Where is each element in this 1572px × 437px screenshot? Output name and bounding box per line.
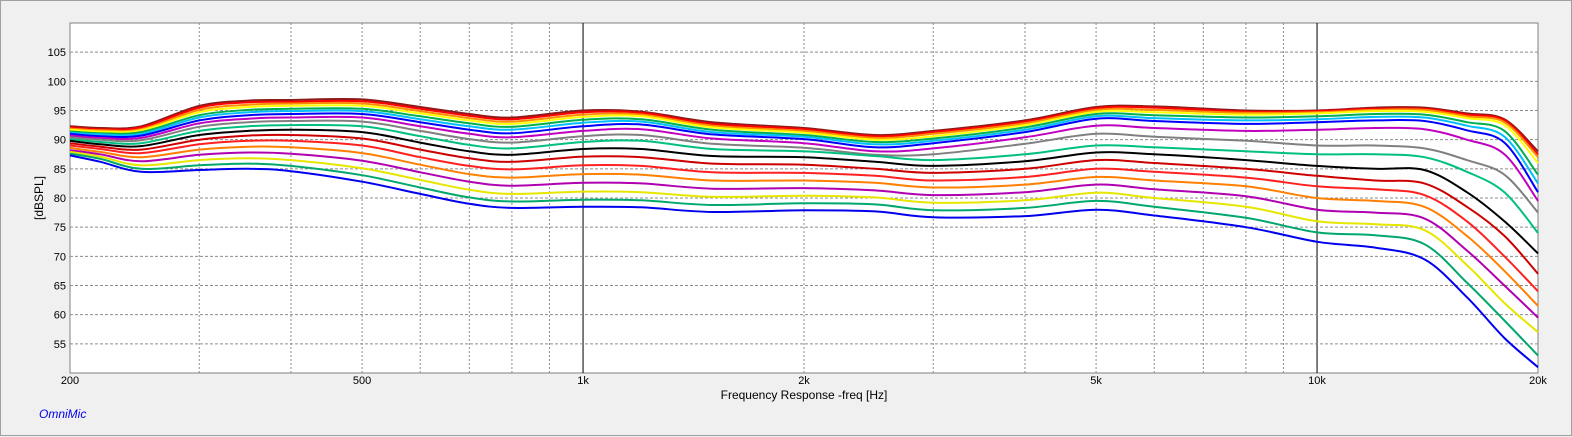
plot-area (69, 22, 1539, 374)
y-tick-label: 95 (54, 106, 66, 118)
series-line-11 (69, 128, 1539, 255)
series-line-7 (69, 112, 1539, 193)
x-tick-label: 500 (353, 375, 371, 387)
x-tick-label: 5k (1090, 375, 1102, 387)
series-line-17 (69, 152, 1539, 357)
y-tick-label: 60 (54, 310, 66, 322)
y-tick-label: 105 (48, 47, 66, 59)
brand-label: OmniMic (39, 407, 87, 421)
series-line-9 (69, 119, 1539, 214)
x-tick-label: 20k (1529, 375, 1547, 387)
y-tick-label: 65 (54, 281, 66, 293)
y-tick-label: 100 (48, 76, 66, 88)
x-tick-label: 200 (61, 375, 79, 387)
series-line-3 (69, 101, 1539, 158)
x-axis-label: Frequency Response -freq [Hz] (721, 388, 888, 402)
y-tick-label: 75 (54, 222, 66, 234)
y-axis-label: [dBSPL] (32, 176, 46, 220)
x-tick-label: 10k (1308, 375, 1326, 387)
series-line-18 (69, 154, 1539, 368)
series-line-8 (69, 115, 1539, 202)
y-tick-label: 85 (54, 164, 66, 176)
series-line-10 (69, 123, 1539, 234)
series-line-13 (69, 139, 1539, 292)
series-line-2 (69, 99, 1539, 156)
series-line-4 (69, 104, 1539, 164)
y-tick-label: 80 (54, 193, 66, 205)
y-tick-label: 90 (54, 135, 66, 147)
y-tick-label: 70 (54, 251, 66, 263)
x-tick-labels: 200 500 1k 2k 5k 10k 20k (61, 375, 1548, 387)
series-line-6 (69, 109, 1539, 184)
series-line-15 (69, 149, 1539, 319)
y-tick-labels: 55 60 65 70 75 80 85 90 95 100 105 (48, 47, 66, 351)
series-line-16 (69, 150, 1539, 333)
series-line-5 (69, 107, 1539, 176)
y-tick-label: 55 (54, 339, 66, 351)
series-group (69, 97, 1539, 368)
x-tick-label: 2k (798, 375, 810, 387)
series-line-14 (69, 145, 1539, 307)
x-tick-label: 1k (577, 375, 589, 387)
series-line-12 (69, 133, 1539, 275)
